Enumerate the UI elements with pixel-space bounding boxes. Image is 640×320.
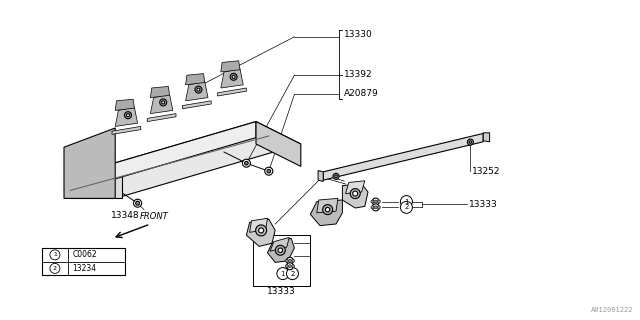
Circle shape — [50, 250, 60, 260]
Circle shape — [278, 248, 282, 252]
Polygon shape — [221, 69, 243, 88]
Circle shape — [125, 112, 131, 119]
Polygon shape — [342, 184, 368, 208]
Circle shape — [333, 173, 339, 179]
Polygon shape — [112, 126, 141, 134]
Text: C0062: C0062 — [72, 250, 97, 259]
Bar — [42, 248, 125, 275]
Polygon shape — [186, 74, 205, 85]
Circle shape — [371, 206, 374, 209]
Circle shape — [285, 265, 288, 268]
Circle shape — [372, 198, 379, 205]
Polygon shape — [64, 128, 115, 198]
Polygon shape — [246, 219, 275, 246]
Polygon shape — [70, 122, 256, 192]
Circle shape — [243, 159, 250, 167]
Text: 13252: 13252 — [472, 167, 501, 176]
Text: 13234: 13234 — [72, 264, 97, 273]
Circle shape — [267, 169, 271, 173]
Circle shape — [134, 199, 141, 207]
Circle shape — [289, 265, 291, 268]
Circle shape — [353, 191, 358, 196]
Polygon shape — [268, 238, 294, 262]
Circle shape — [162, 101, 164, 104]
Circle shape — [197, 88, 200, 91]
Circle shape — [374, 200, 377, 203]
Polygon shape — [256, 122, 301, 166]
Circle shape — [374, 206, 377, 209]
Circle shape — [378, 206, 380, 209]
Text: 13392: 13392 — [344, 70, 372, 79]
Circle shape — [259, 228, 264, 233]
Circle shape — [232, 75, 235, 78]
Circle shape — [285, 259, 288, 262]
Polygon shape — [115, 99, 134, 110]
Circle shape — [292, 259, 294, 262]
Polygon shape — [253, 235, 310, 286]
Circle shape — [195, 86, 202, 93]
Circle shape — [335, 175, 337, 178]
Circle shape — [467, 139, 474, 145]
Polygon shape — [250, 218, 268, 232]
Circle shape — [323, 204, 333, 215]
Polygon shape — [150, 86, 170, 98]
Circle shape — [244, 161, 248, 165]
Text: A20879: A20879 — [344, 89, 378, 98]
Text: 13330: 13330 — [344, 30, 372, 39]
Circle shape — [371, 200, 374, 203]
Polygon shape — [483, 133, 490, 142]
Polygon shape — [147, 114, 176, 122]
Polygon shape — [346, 181, 365, 194]
Circle shape — [287, 268, 298, 280]
Text: 2: 2 — [53, 266, 57, 271]
Text: 2: 2 — [404, 204, 408, 210]
Text: 1: 1 — [280, 271, 285, 276]
Polygon shape — [270, 237, 289, 251]
Circle shape — [378, 200, 380, 203]
Circle shape — [289, 259, 291, 262]
Circle shape — [326, 207, 330, 212]
Circle shape — [469, 141, 472, 143]
Circle shape — [50, 263, 60, 273]
Circle shape — [350, 188, 360, 199]
Polygon shape — [323, 133, 483, 180]
Circle shape — [265, 167, 273, 175]
Polygon shape — [221, 61, 240, 72]
Circle shape — [401, 196, 412, 208]
Circle shape — [401, 201, 412, 213]
Circle shape — [127, 114, 129, 117]
Circle shape — [292, 265, 294, 268]
Polygon shape — [310, 200, 342, 226]
Circle shape — [287, 257, 293, 264]
Polygon shape — [70, 176, 122, 198]
Circle shape — [277, 268, 289, 280]
Circle shape — [275, 245, 285, 255]
Polygon shape — [182, 101, 211, 109]
Text: 13348: 13348 — [111, 211, 139, 220]
Polygon shape — [150, 94, 173, 114]
Polygon shape — [115, 107, 138, 126]
Circle shape — [136, 201, 140, 205]
Text: 2: 2 — [291, 271, 294, 276]
Circle shape — [287, 263, 293, 270]
Text: 13333: 13333 — [268, 287, 296, 296]
Circle shape — [255, 225, 267, 236]
Polygon shape — [70, 122, 301, 198]
Polygon shape — [318, 171, 323, 181]
Text: FRONT: FRONT — [140, 212, 168, 221]
Polygon shape — [218, 88, 246, 96]
Circle shape — [372, 204, 379, 211]
Text: 13333: 13333 — [469, 200, 498, 209]
Text: A012001222: A012001222 — [591, 308, 634, 313]
Polygon shape — [186, 82, 208, 101]
Circle shape — [160, 99, 166, 106]
Polygon shape — [317, 198, 338, 213]
Circle shape — [230, 73, 237, 80]
Text: 1: 1 — [404, 199, 409, 204]
Text: 1: 1 — [53, 252, 57, 257]
